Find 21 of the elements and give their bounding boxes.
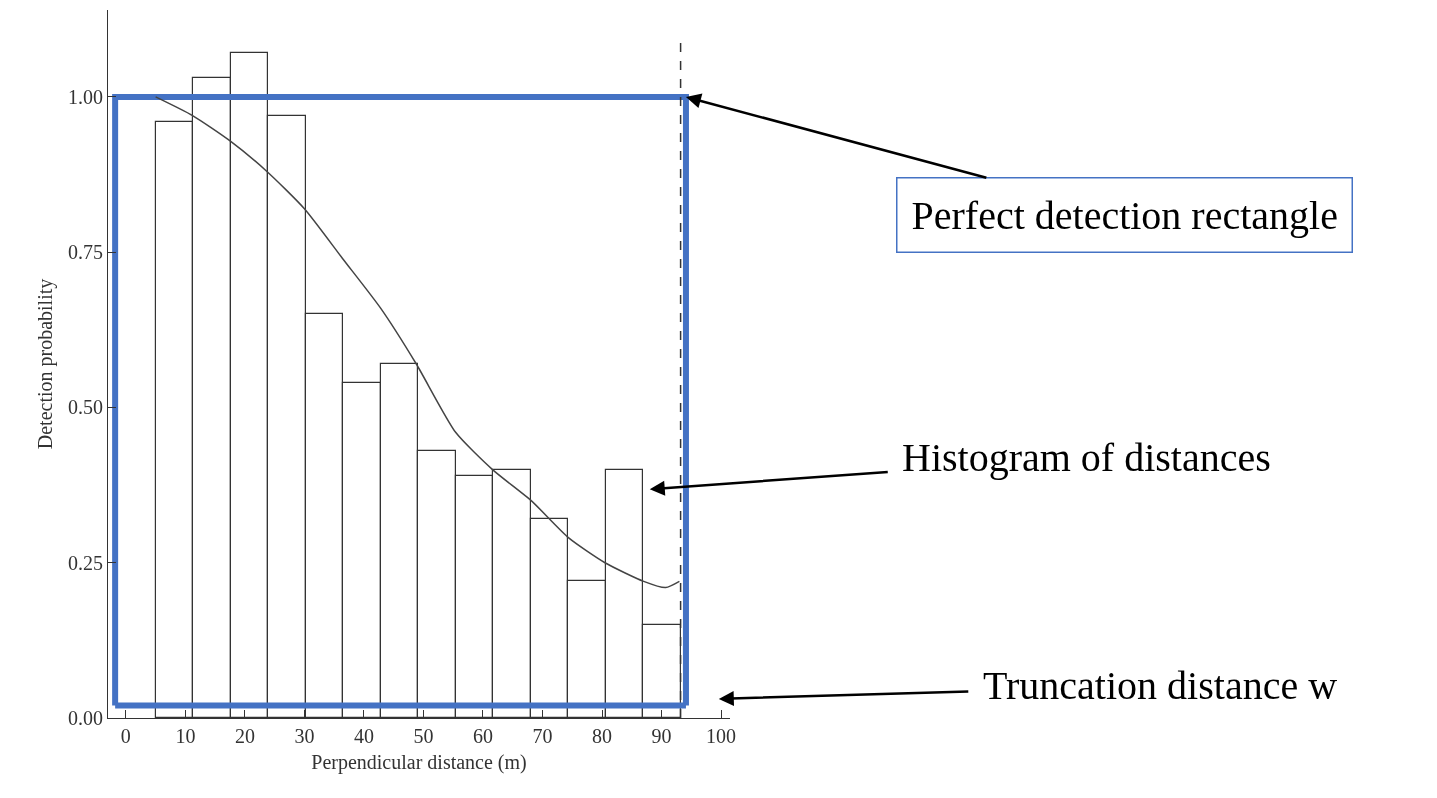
y-tick-label: 1.00 (68, 85, 103, 108)
x-tick-label: 70 (532, 725, 553, 747)
x-tick-label: 60 (472, 725, 493, 747)
annotation: Perfect detection rectangle (911, 192, 1338, 238)
y-tick-label: 0.00 (68, 707, 103, 729)
y-tick-label: 0.50 (68, 396, 103, 419)
x-tick-label: 40 (353, 725, 374, 747)
x-tick-label: 0 (120, 725, 131, 747)
x-tick-label: 90 (651, 725, 672, 747)
x-tick-label: 100 (706, 725, 737, 747)
text: Histogram of distances (902, 435, 1271, 480)
x-tick-label: 30 (294, 725, 315, 747)
x-tick-label: 20 (234, 725, 255, 747)
text: Truncation distance w (983, 663, 1338, 708)
y-axis-title: Detection probability (33, 278, 57, 450)
x-axis-title: Perpendicular distance (m) (311, 750, 527, 774)
x-tick-label: 50 (413, 725, 434, 747)
x-tick-label: 80 (592, 725, 613, 747)
y-tick-label: 0.25 (68, 551, 103, 574)
x-tick-label: 10 (175, 725, 196, 747)
y-tick-label: 0.75 (68, 241, 103, 264)
